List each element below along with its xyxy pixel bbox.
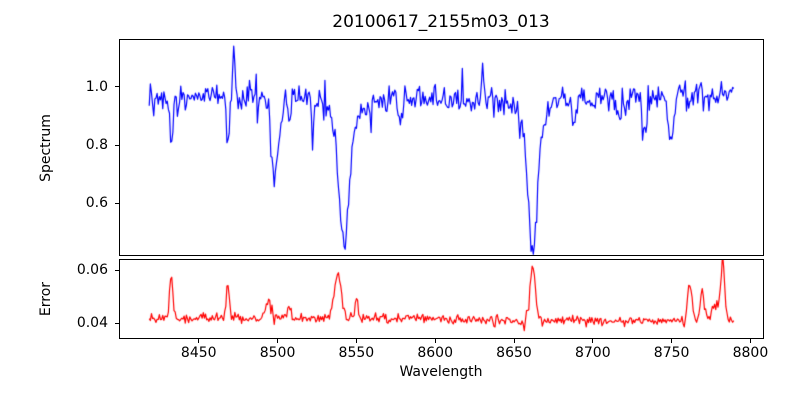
spectrum-panel	[119, 39, 764, 256]
error-panel	[119, 259, 764, 339]
y-tick-mark	[115, 269, 119, 271]
x-tick-mark	[355, 339, 357, 343]
spectrum-axis-label: Spectrum	[38, 114, 54, 182]
y-tick-label: 0.8	[85, 137, 108, 154]
x-tick-label: 8800	[732, 345, 769, 361]
x-tick-mark	[434, 339, 436, 343]
x-axis-label: Wavelength	[399, 364, 483, 380]
x-tick-label: 8700	[574, 345, 611, 361]
y-tick-label: 0.6	[85, 195, 108, 212]
x-tick-label: 8600	[417, 345, 453, 361]
y-tick-label: 1.0	[85, 78, 108, 95]
x-tick-mark	[592, 339, 594, 343]
y-tick-mark	[115, 144, 119, 146]
x-tick-label: 8550	[338, 345, 375, 361]
x-tick-label: 8650	[496, 345, 532, 361]
x-tick-mark	[749, 339, 751, 343]
y-tick-label: 0.04	[76, 315, 108, 332]
spectrum-trace	[120, 40, 763, 255]
y-tick-mark	[115, 86, 119, 88]
x-tick-label: 8750	[653, 345, 690, 361]
x-tick-label: 8450	[180, 345, 217, 361]
chart-title: 20100617_2155m03_013	[332, 12, 550, 32]
error-trace	[120, 260, 763, 338]
x-tick-mark	[198, 339, 200, 343]
error-axis-label: Error	[38, 281, 54, 317]
x-tick-mark	[277, 339, 279, 343]
y-tick-label: 0.06	[76, 262, 108, 279]
x-tick-label: 8500	[259, 345, 296, 361]
x-tick-mark	[513, 339, 515, 343]
y-tick-mark	[115, 322, 119, 324]
y-tick-mark	[115, 202, 119, 204]
x-tick-mark	[671, 339, 673, 343]
